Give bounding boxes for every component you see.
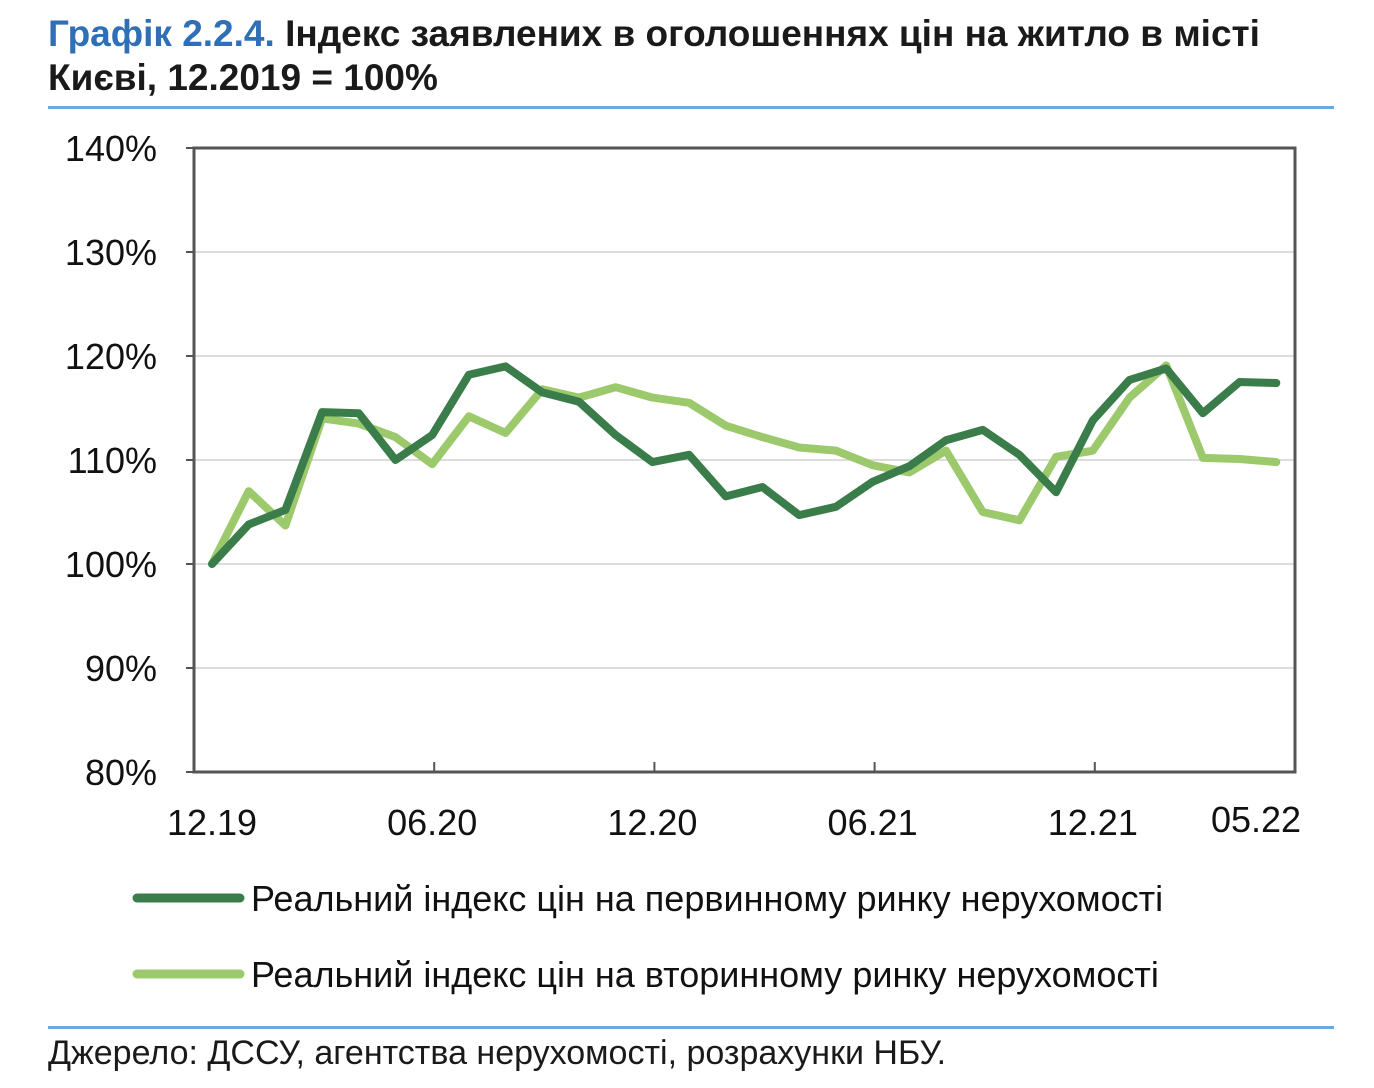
y-tick-label: 120% [65, 336, 157, 377]
series-line-1 [208, 362, 1281, 568]
chart-number: Графік 2.2.4. [48, 13, 275, 54]
x-tick-label: 12.20 [607, 802, 697, 843]
plot-frame [192, 146, 1297, 774]
x-tick-label: 12.19 [167, 802, 257, 843]
y-tick-label: 80% [85, 752, 157, 793]
y-tick-label: 90% [85, 648, 157, 689]
x-tick-label: 05.22 [1211, 799, 1301, 840]
x-tick-label: 06.20 [387, 802, 477, 843]
chart-title-text: Індекс заявлених в оголошеннях цін на жи… [48, 13, 1260, 98]
series-line-2 [208, 361, 1281, 568]
y-tick-label: 130% [65, 232, 157, 273]
x-tick-label: 06.21 [828, 802, 918, 843]
legend-label-1: Реальний індекс цін на первинному ринку … [251, 878, 1163, 919]
legend-label-2: Реальний індекс цін на вторинному ринку … [251, 954, 1159, 995]
y-tick-label: 140% [65, 128, 157, 169]
y-tick-label: 110% [68, 440, 157, 481]
x-tick-label: 12.21 [1048, 802, 1138, 843]
top-rule [48, 106, 1334, 109]
source-note: Джерело: ДССУ, агентства нерухомості, ро… [48, 1034, 947, 1072]
y-tick-label: 100% [65, 544, 157, 585]
chart-title: Графік 2.2.4. Індекс заявлених в оголоше… [48, 12, 1338, 100]
bottom-rule [48, 1026, 1334, 1029]
